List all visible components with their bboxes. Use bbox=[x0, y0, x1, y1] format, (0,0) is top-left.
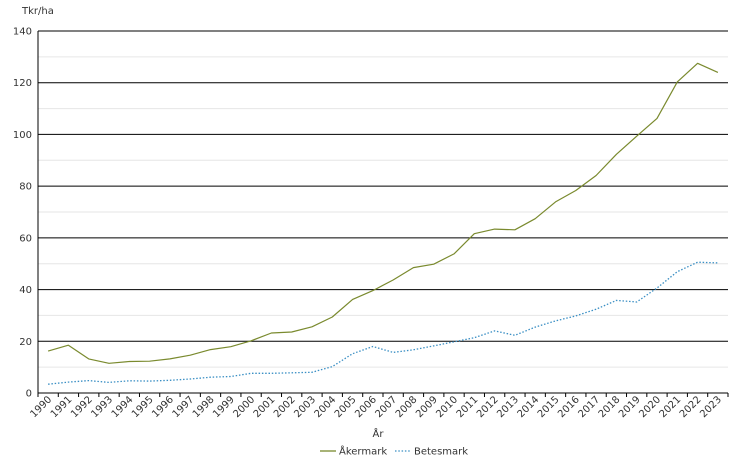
legend: Åkermark Betesmark bbox=[320, 445, 468, 458]
x-tick-label: 2020 bbox=[637, 394, 663, 420]
y-tick-label: 120 bbox=[13, 78, 32, 89]
y-tick-label: 20 bbox=[19, 337, 32, 348]
x-tick-label: 2018 bbox=[597, 394, 623, 420]
gridlines bbox=[37, 30, 728, 394]
x-tick-label: 2005 bbox=[333, 394, 359, 420]
x-tick-label: 2004 bbox=[313, 394, 339, 420]
x-tick-label: 2023 bbox=[698, 394, 724, 420]
x-tick-label: 2001 bbox=[252, 394, 278, 420]
x-tick-label: 2022 bbox=[678, 394, 704, 420]
x-tick-label: 2003 bbox=[292, 394, 318, 420]
x-tick-label: 1991 bbox=[49, 394, 75, 420]
y-tick-label: 140 bbox=[13, 27, 32, 38]
y-tick-label: 40 bbox=[19, 285, 32, 296]
x-tick-label: 2007 bbox=[373, 394, 399, 420]
series-layer bbox=[47, 62, 719, 385]
y-tick-label: 100 bbox=[13, 130, 32, 141]
x-axis-tick-labels: 1990199119921993199419951996199719981999… bbox=[28, 393, 729, 420]
x-tick-label: 2010 bbox=[434, 394, 460, 420]
x-tick-label: 1996 bbox=[150, 394, 176, 420]
x-tick-label: 1998 bbox=[191, 394, 217, 420]
x-tick-label: 2000 bbox=[231, 394, 257, 420]
x-tick-label: 2002 bbox=[272, 394, 298, 420]
y-tick-label: 60 bbox=[19, 233, 32, 244]
x-tick-label: 1997 bbox=[171, 394, 197, 420]
x-tick-label: 1993 bbox=[89, 394, 115, 420]
x-tick-label: 2012 bbox=[475, 394, 501, 420]
x-tick-label: 1999 bbox=[211, 394, 237, 420]
legend-label: Betesmark bbox=[414, 447, 468, 458]
x-tick-label: 2011 bbox=[455, 394, 481, 420]
x-tick-label: 1995 bbox=[130, 394, 156, 420]
x-tick-label: 1994 bbox=[110, 394, 136, 420]
x-tick-label: 2016 bbox=[556, 394, 582, 420]
series-line-betesmark bbox=[48, 261, 718, 385]
x-tick-label: 1992 bbox=[69, 394, 95, 420]
legend-label: Åkermark bbox=[339, 445, 387, 458]
series-line--kermark bbox=[47, 62, 719, 364]
y-tick-label: 80 bbox=[19, 182, 32, 193]
x-tick-label: 2008 bbox=[394, 394, 420, 420]
x-tick-label: 2021 bbox=[658, 394, 684, 420]
x-tick-label: 2009 bbox=[414, 394, 440, 420]
x-tick-label: 2014 bbox=[516, 394, 542, 420]
x-tick-label: 2017 bbox=[576, 394, 602, 420]
x-tick-label: 2019 bbox=[617, 394, 643, 420]
x-axis-title: År bbox=[373, 427, 385, 440]
x-tick-label: 1990 bbox=[28, 394, 54, 420]
x-tick-label: 2013 bbox=[495, 394, 521, 420]
x-tick-label: 2006 bbox=[353, 394, 379, 420]
y-tick-label: 0 bbox=[26, 389, 32, 400]
y-axis-title: Tkr/ha bbox=[21, 6, 54, 17]
x-tick-label: 2015 bbox=[536, 394, 562, 420]
y-axis-tick-labels: 0 20 40 60 80 100 120 140 bbox=[13, 27, 32, 400]
